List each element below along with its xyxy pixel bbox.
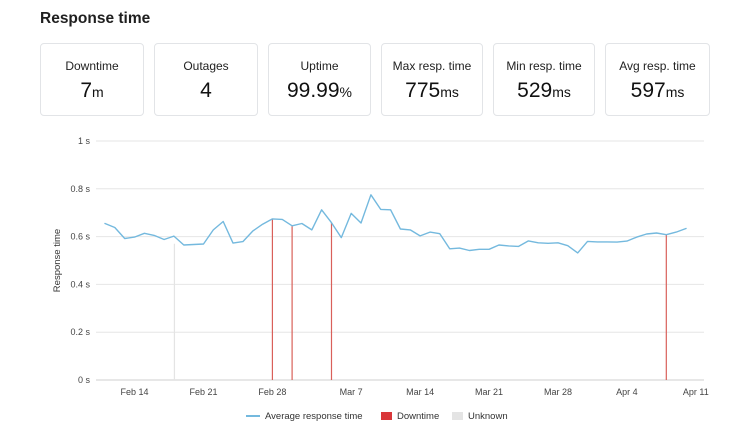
legend-unknown-swatch	[452, 412, 463, 420]
legend-item-average[interactable]: Average response time	[246, 408, 363, 424]
legend-item-unknown[interactable]: Unknown	[452, 408, 508, 424]
x-tick-label: Feb 14	[121, 387, 149, 397]
x-tick-label: Mar 7	[340, 387, 363, 397]
x-tick-label: Mar 14	[406, 387, 434, 397]
y-tick-label: 0.4 s	[70, 279, 90, 289]
y-tick-label: 0.2 s	[70, 327, 90, 337]
stat-number: 597	[630, 79, 666, 102]
page-title: Response time	[40, 10, 151, 27]
stat-unit: ms	[665, 84, 685, 100]
y-tick-label: 0.8 s	[70, 184, 90, 194]
stat-unit: m	[92, 84, 104, 100]
stat-unit: ms	[440, 84, 459, 100]
stat-value: 775ms	[382, 79, 482, 103]
legend-downtime-swatch	[381, 412, 392, 420]
stat-label: Uptime	[300, 59, 339, 73]
stat-card-downtime: Downtime 7m	[40, 43, 144, 116]
x-tick-label: Apr 11	[683, 387, 709, 397]
legend-label: Downtime	[397, 410, 440, 422]
legend-item-downtime[interactable]: Downtime	[381, 408, 439, 424]
stat-card-outages: Outages 4	[154, 43, 258, 116]
stat-card-avg-resp: Avg resp. time 597ms	[605, 43, 710, 116]
stat-card-max-resp: Max resp. time 775ms	[381, 43, 483, 116]
stat-label: Avg resp. time	[619, 59, 696, 73]
stat-value: 7m	[41, 79, 143, 103]
y-axis-label: Response time	[52, 229, 63, 292]
stat-number: 99.99	[286, 79, 340, 102]
stat-number: 529	[517, 79, 553, 102]
stat-value: 597ms	[606, 79, 709, 103]
stat-number: 7	[80, 79, 92, 102]
stat-label: Outages	[183, 59, 229, 73]
response-time-chart: 0 s 0.2 s 0.4 s 0.6 s 0.8 s 1 s Response time F…	[52, 136, 709, 397]
stat-value: 99.99%	[269, 79, 370, 103]
stat-label: Min resp. time	[506, 59, 582, 73]
stat-label: Max resp. time	[392, 59, 472, 73]
y-tick-label: 0 s	[78, 375, 91, 385]
stat-unit: %	[339, 84, 352, 100]
stat-card-min-resp: Min resp. time 529ms	[493, 43, 595, 116]
x-tick-label: Mar 21	[475, 387, 503, 397]
stat-number: 775	[405, 79, 441, 102]
stat-label: Downtime	[65, 59, 119, 73]
y-tick-label: 1 s	[78, 136, 91, 146]
legend-label: Unknown	[468, 410, 508, 422]
x-tick-label: Mar 28	[544, 387, 572, 397]
y-tick-label: 0.6 s	[70, 232, 90, 242]
stat-number: 4	[200, 79, 212, 102]
x-tick-label: Feb 21	[189, 387, 217, 397]
stat-card-uptime: Uptime 99.99%	[268, 43, 371, 116]
stat-value: 4	[155, 79, 257, 103]
stat-value: 529ms	[494, 79, 594, 103]
x-tick-label: Apr 4	[616, 387, 638, 397]
x-tick-label: Feb 28	[258, 387, 286, 397]
legend-label: Average response time	[265, 410, 363, 422]
stat-unit: ms	[552, 84, 571, 100]
series-line-average-response-time	[104, 194, 687, 254]
legend-line-swatch	[246, 415, 260, 417]
